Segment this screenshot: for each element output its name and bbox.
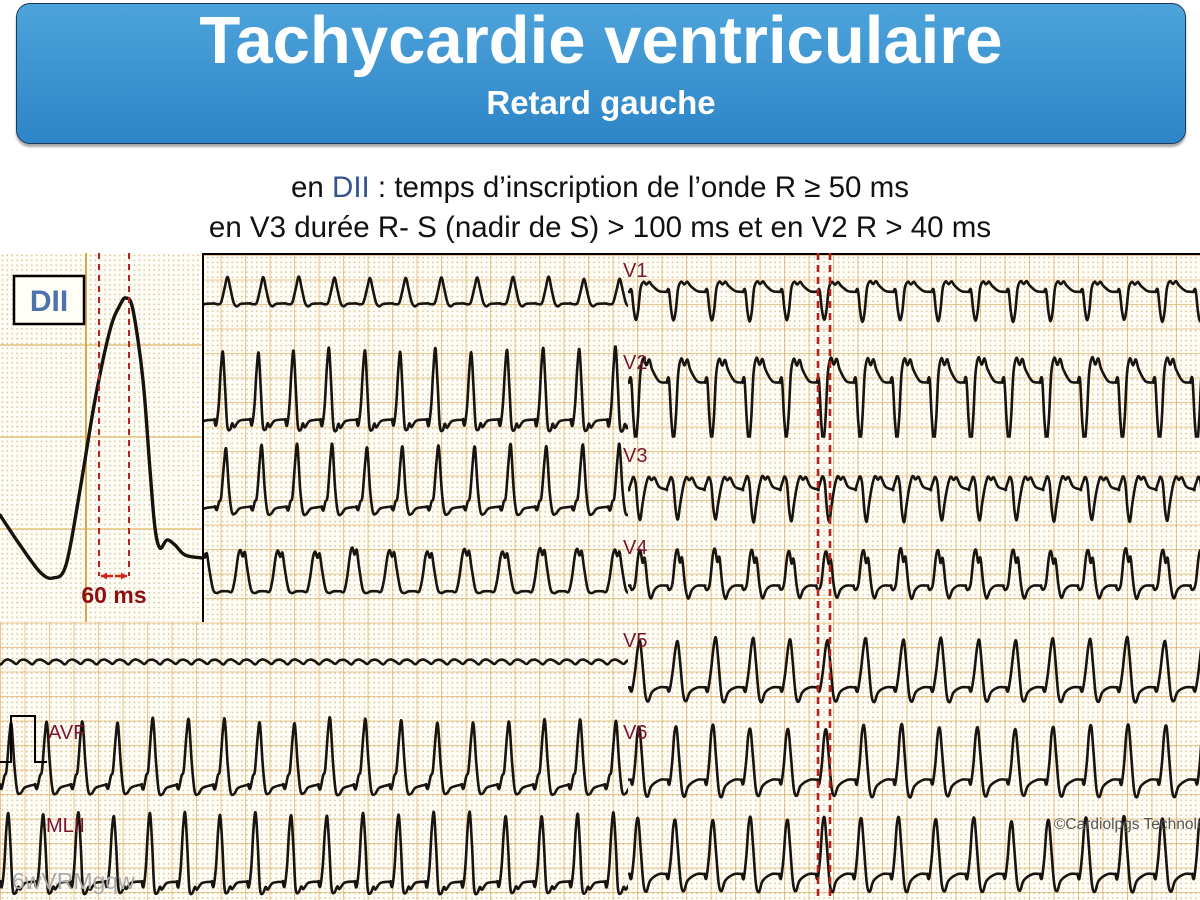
svg-text:V1: V1 bbox=[623, 260, 647, 282]
svg-text:DII: DII bbox=[30, 285, 68, 318]
svg-text:V2: V2 bbox=[623, 352, 647, 374]
svg-text:V5: V5 bbox=[623, 630, 647, 652]
svg-text:MLII: MLII bbox=[46, 815, 85, 837]
svg-text:6wVRMgqw: 6wVRMgqw bbox=[12, 868, 135, 894]
svg-text:V6: V6 bbox=[623, 722, 647, 744]
svg-text:V3: V3 bbox=[623, 445, 647, 467]
svg-text:AVF: AVF bbox=[48, 722, 85, 744]
svg-text:©Cardiolpgs Technologies: ©Cardiolpgs Technologies bbox=[1054, 816, 1200, 833]
svg-text:V4: V4 bbox=[623, 537, 647, 559]
svg-text:60 ms: 60 ms bbox=[81, 582, 146, 608]
